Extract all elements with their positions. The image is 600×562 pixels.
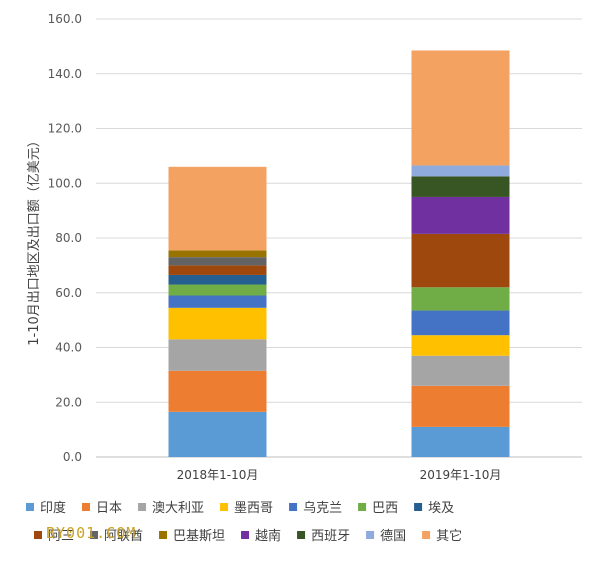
y-tick-label: 80.0 — [55, 231, 82, 245]
bar-segment — [411, 355, 510, 386]
legend-entry: 乌克兰 — [303, 500, 342, 516]
legend-entry: 巴基斯坦 — [173, 529, 225, 544]
bar-segment — [168, 257, 267, 266]
legend-swatch — [241, 531, 250, 539]
bar-segment — [411, 287, 510, 311]
legend-swatch — [414, 503, 423, 511]
bar-segment — [411, 335, 510, 356]
legend-swatch — [297, 531, 306, 539]
legend-entry: 越南 — [255, 528, 281, 544]
legend-swatch — [82, 503, 91, 511]
bar-segment — [168, 265, 267, 275]
legend-swatch — [90, 531, 99, 539]
legend-swatch — [26, 503, 34, 511]
legend-entry: 墨西哥 — [234, 501, 273, 516]
legend-swatch — [220, 503, 229, 511]
bar-segment — [168, 166, 267, 251]
x-category-label: 2019年1-10月 — [420, 468, 502, 482]
legend-entry: 埃及 — [428, 501, 454, 516]
bar-segment — [168, 284, 267, 296]
legend-swatch — [422, 531, 431, 539]
y-tick-label: 100.0 — [48, 176, 82, 190]
legend-entry: 印度 — [40, 500, 66, 516]
legend-entry: 日本 — [96, 501, 122, 516]
legend-swatch — [34, 531, 42, 539]
legend-swatch — [138, 503, 147, 511]
y-axis-label: 1-10月出口地区及出口额（亿美元） — [27, 134, 42, 346]
watermark: BY001.COM — [46, 524, 136, 542]
y-tick-label: 0.0 — [63, 450, 82, 464]
y-tick-labels: 0.0 20.0 40.0 60.0 80.0 100.0 120.0 140.0 160.0 — [48, 12, 82, 464]
bars — [168, 50, 510, 457]
bar-segment — [411, 310, 510, 336]
legend-swatch — [289, 503, 298, 511]
legend-entry: 德国 — [380, 529, 406, 544]
bar-segment — [168, 274, 267, 285]
legend-swatch — [358, 503, 367, 511]
bar-segment — [168, 370, 267, 412]
legend-entry: 西班牙 — [311, 529, 350, 544]
legend-swatch — [366, 531, 375, 539]
bar-segment — [168, 307, 267, 340]
bar-segment — [168, 295, 267, 308]
bar-segment — [411, 196, 510, 234]
bar-segment — [411, 385, 510, 427]
legend-swatch — [159, 531, 168, 539]
y-tick-label: 20.0 — [55, 395, 82, 409]
bar-segment — [411, 50, 510, 166]
bar-segment — [411, 233, 510, 288]
legend-entry: 阿联酋 — [104, 528, 143, 544]
legend-entry: 阿三 — [48, 529, 74, 544]
bar-segment — [168, 411, 267, 457]
legend-entry: 其它 — [436, 528, 462, 544]
y-tick-label: 120.0 — [48, 122, 82, 136]
bar-segment — [411, 176, 510, 197]
bar-segment — [168, 339, 267, 371]
bar-segment — [411, 426, 510, 457]
x-category-labels: 2018年1-10月 2019年1-10月 — [177, 468, 502, 482]
x-category-label: 2018年1-10月 — [177, 468, 259, 482]
y-tick-label: 140.0 — [48, 67, 82, 81]
y-tick-label: 40.0 — [55, 341, 82, 355]
legend-entry: 澳大利亚 — [152, 500, 204, 516]
bar-segment — [411, 165, 510, 177]
y-tick-label: 160.0 — [48, 12, 82, 26]
legend-entry: 巴西 — [372, 501, 398, 516]
bar-segment — [168, 250, 267, 258]
y-tick-label: 60.0 — [55, 286, 82, 300]
